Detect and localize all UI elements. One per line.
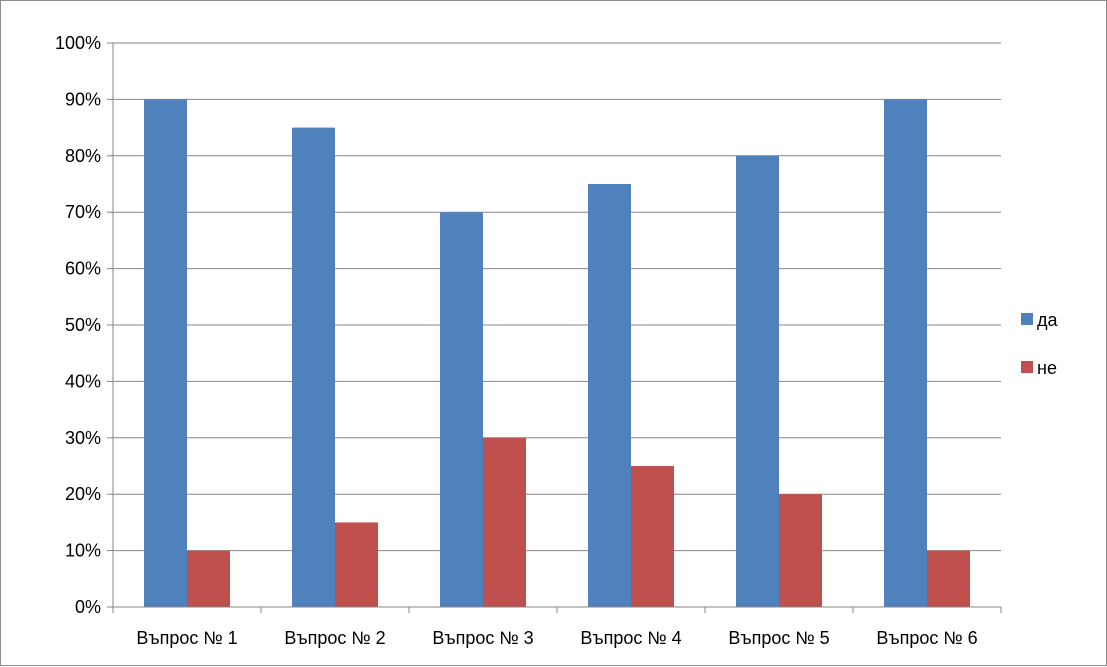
bar-ne <box>779 494 822 607</box>
x-category-label: Въпрос № 5 <box>728 628 829 648</box>
legend-swatch <box>1021 361 1033 373</box>
x-category-labels: Въпрос № 1 Въпрос № 2 Въпрос № 3 Въпрос № 4… <box>136 628 977 648</box>
bar-da <box>440 212 483 607</box>
y-tick-label: 60% <box>65 259 101 279</box>
y-tick-label: 0% <box>75 597 101 617</box>
bar-da <box>588 184 631 607</box>
x-category-label: Въпрос № 1 <box>136 628 237 648</box>
y-tick-label: 50% <box>65 315 101 335</box>
bar-da <box>884 99 927 608</box>
legend-label: не <box>1037 358 1057 378</box>
y-tick-label: 90% <box>65 89 101 109</box>
bar-da <box>736 155 779 608</box>
bars <box>144 99 970 608</box>
y-tick-label: 10% <box>65 541 101 561</box>
x-category-label: Въпрос № 4 <box>580 628 681 648</box>
y-tick-label: 20% <box>65 484 101 504</box>
y-tick-label: 70% <box>65 202 101 222</box>
legend: да не <box>1021 310 1059 378</box>
x-category-label: Въпрос № 2 <box>284 628 385 648</box>
x-category-label: Въпрос № 3 <box>432 628 533 648</box>
bar-ne <box>631 466 674 607</box>
gridlines <box>113 42 1001 552</box>
bar-ne <box>483 437 526 607</box>
legend-label: да <box>1037 310 1059 330</box>
bar-da <box>144 99 187 608</box>
y-tick-label: 30% <box>65 428 101 448</box>
y-tick-label: 100% <box>55 33 101 53</box>
legend-swatch <box>1021 313 1033 325</box>
bar-ne <box>927 550 970 607</box>
bar-ne <box>335 522 378 607</box>
y-tick-label: 80% <box>65 146 101 166</box>
axes <box>107 42 1002 613</box>
x-category-label: Въпрос № 6 <box>876 628 977 648</box>
y-tick-label: 40% <box>65 371 101 391</box>
bar-ne <box>187 550 230 607</box>
y-tick-labels: 0% 10% 20% 30% 40% 50% 60% 70% 80% 90% 100% <box>55 33 101 617</box>
bar-da <box>292 127 335 607</box>
